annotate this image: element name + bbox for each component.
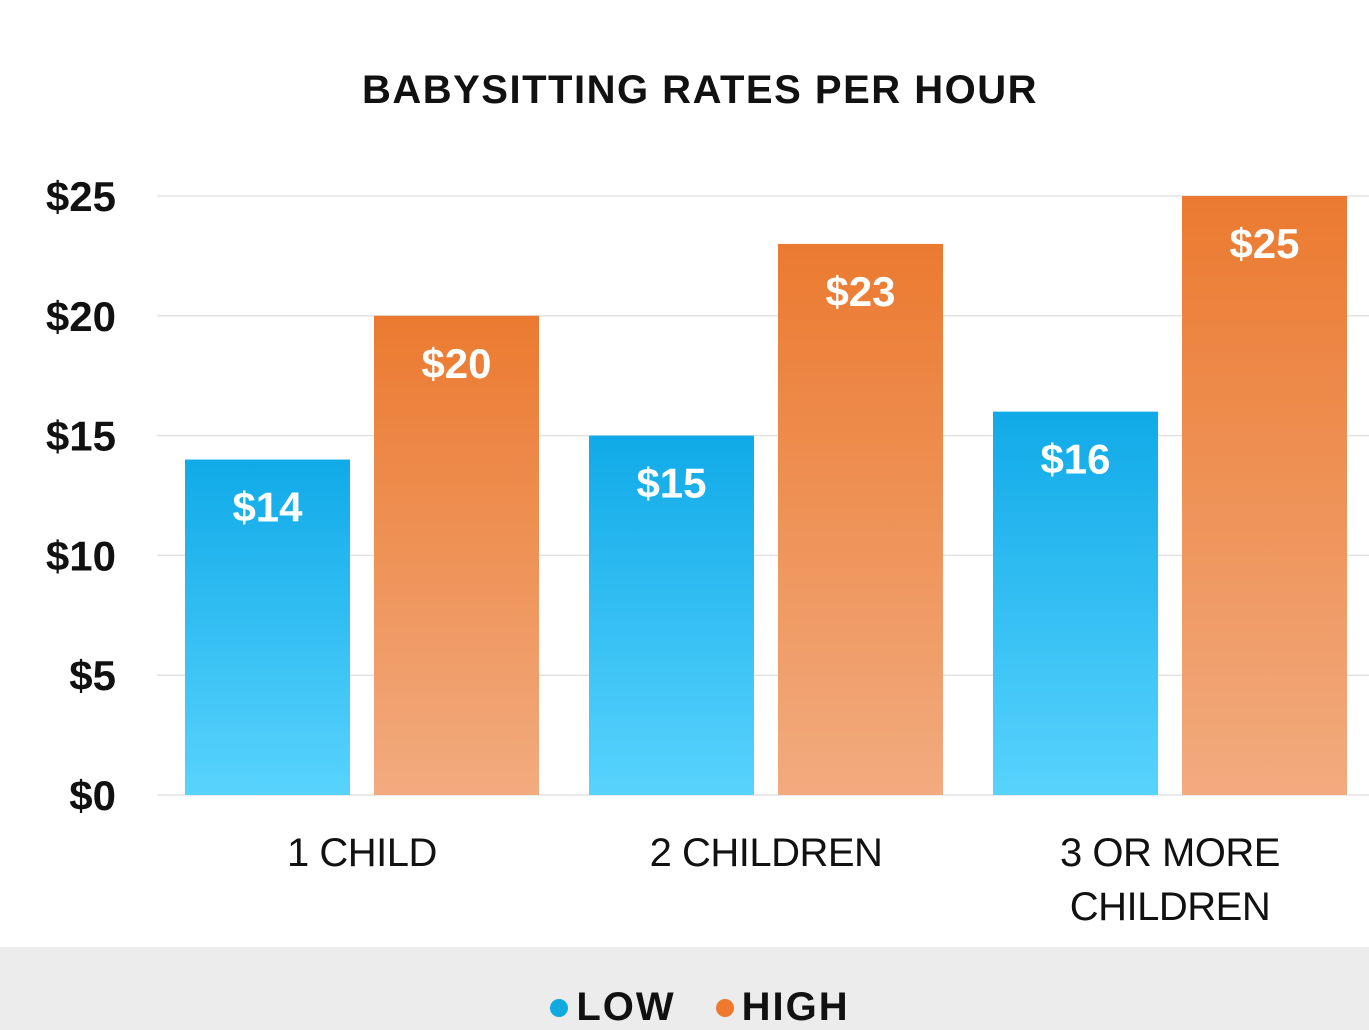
legend-dot-low <box>550 998 569 1017</box>
legend-label-low: LOW <box>576 985 676 1029</box>
y-tick-label: $5 <box>69 652 116 699</box>
x-tick-label: 2 CHILDREN <box>650 831 883 875</box>
data-label: $20 <box>421 340 491 387</box>
legend-dot-high <box>715 998 734 1017</box>
data-label: $23 <box>825 268 895 315</box>
bar-high <box>1182 196 1347 795</box>
legend-bar: LOW HIGH <box>0 947 1369 1030</box>
legend: LOW HIGH <box>0 985 1369 1030</box>
bar-high <box>374 315 539 795</box>
data-label: $16 <box>1040 436 1110 483</box>
legend-item-high: HIGH <box>715 985 850 1030</box>
data-label: $14 <box>232 484 303 531</box>
bar-chart: $0 $5 $10 $15 $20 $25 $14 $20 1 CHILD $15 $23 2 CHI… <box>46 173 1369 929</box>
chart-title: BABYSITTING RATES PER HOUR <box>361 68 1039 112</box>
bar-high <box>778 243 943 796</box>
y-tick-label: $15 <box>46 413 116 460</box>
y-tick-label: $0 <box>69 772 116 819</box>
y-tick-label: $10 <box>46 532 116 579</box>
bar-low <box>993 411 1158 795</box>
x-tick-label: 3 OR MORE <box>1060 831 1280 875</box>
x-tick-label: CHILDREN <box>1070 885 1270 929</box>
x-tick-label: 1 CHILD <box>287 831 437 875</box>
data-label: $15 <box>636 460 706 507</box>
bar-low <box>589 435 754 795</box>
y-tick-label: $20 <box>46 293 116 340</box>
legend-item-low: LOW <box>550 985 675 1030</box>
bar-low <box>185 459 350 795</box>
y-tick-label: $25 <box>46 173 116 220</box>
legend-label-high: HIGH <box>741 985 850 1029</box>
data-label: $25 <box>1229 220 1299 267</box>
